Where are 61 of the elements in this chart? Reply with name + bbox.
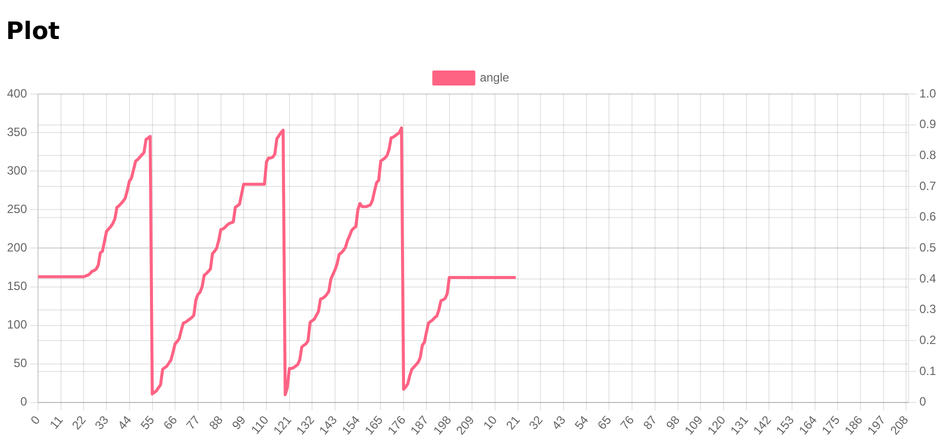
x-tick-label: 33 [92,412,112,432]
x-tick-label: 142 [750,412,774,438]
y-tick-label: 250 [6,202,28,216]
x-tick-label: 76 [618,412,638,432]
x-tick-label: 109 [682,412,706,438]
y-tick-label: 200 [6,240,28,255]
y2-tick-label: 0.5 [919,240,936,255]
y-tick-label: 350 [6,124,28,139]
y2-tick-label: 0.6 [919,210,936,224]
x-tick-label: 187 [408,412,432,438]
x-tick-label: 54 [572,412,592,432]
x-tick-label: 88 [206,412,226,432]
x-tick-label: 121 [270,412,294,438]
x-tick-label: 197 [864,412,888,438]
x-tick-label: 143 [316,412,340,438]
x-tick-label: 186 [842,412,866,438]
y2-tick-label: 0.9 [919,117,936,132]
x-tick-label: 55 [138,412,158,432]
y-tick-label: 150 [6,279,28,294]
x-tick-label: 120 [704,412,728,438]
x-tick-label: 98 [663,412,683,432]
x-tick-label: 43 [549,412,569,432]
x-tick-label: 44 [114,412,134,432]
x-tick-label: 99 [229,412,249,432]
x-tick-label: 32 [526,412,546,432]
x-tick-label: 154 [339,412,363,438]
y-tick-label: 400 [6,86,28,100]
y2-tick-label: 0.2 [919,333,936,348]
x-tick-label: 165 [362,412,386,438]
x-tick-label: 21 [503,412,523,432]
y2-tick-label: 0.7 [919,178,936,193]
y2-tick-label: 0.4 [919,271,936,286]
x-tick-label: 131 [728,412,752,438]
x-tick-label: 175 [818,412,843,438]
x-tick-label: 176 [384,412,409,438]
y2-tick-label: 1.0 [919,86,936,100]
y-tick-label: 0 [20,394,28,409]
x-tick-label: 22 [69,412,89,432]
chart-title: Plot [5,16,61,46]
x-tick-label: 198 [430,412,454,438]
y2-tick-label: 0.8 [919,148,936,162]
x-tick-label: 153 [773,412,798,438]
x-tick-label: 11 [46,412,66,432]
x-tick-label: 208 [887,412,912,438]
y-tick-label: 300 [6,163,28,178]
y2-tick-label: 0.3 [919,302,936,316]
x-tick-label: 164 [796,412,820,438]
x-tick-label: 110 [248,412,272,437]
legend-label: angle [480,70,510,84]
x-tick-label: 66 [160,412,180,432]
y2-tick-label: 0.1 [919,364,936,378]
y2-tick-label: 0 [919,394,926,409]
x-tick-label: 209 [453,412,478,438]
x-tick-label: 0 [28,412,44,428]
x-tick-label: 65 [594,412,614,432]
x-tick-label: 10 [480,412,500,432]
x-tick-label: 132 [293,412,318,438]
x-tick-label: 77 [183,412,203,432]
y-tick-label: 100 [6,318,28,332]
y-tick-label: 50 [14,356,28,370]
x-tick-label: 87 [640,412,660,432]
